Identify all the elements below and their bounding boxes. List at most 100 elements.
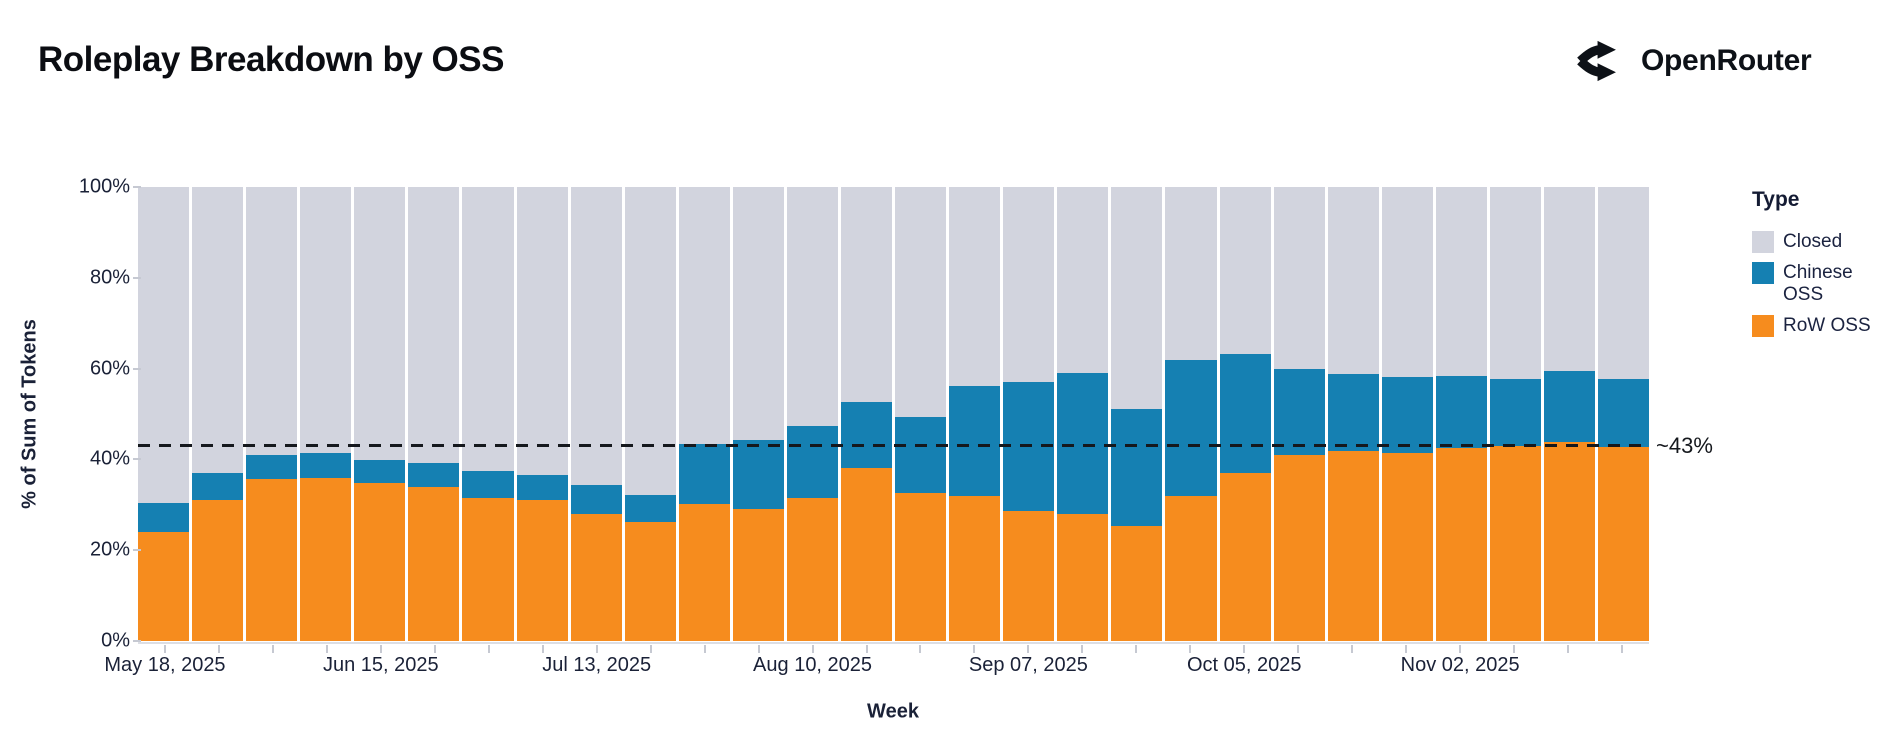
- bar-segment-closed: [138, 187, 190, 503]
- bar-segment-row-oss: [949, 496, 1001, 641]
- legend-item-chinese-oss: Chinese OSS: [1752, 262, 1878, 306]
- bar-week-sep-21-2025: [1111, 187, 1163, 641]
- bar-segment-closed: [732, 187, 784, 440]
- bar-segment-chinese-oss: [1111, 409, 1163, 526]
- legend-item-label: RoW OSS: [1783, 315, 1871, 336]
- bar-segment-row-oss: [678, 504, 730, 641]
- y-tick-label: 100%: [78, 175, 130, 198]
- x-tick: [487, 645, 490, 653]
- x-tick-label: Aug 10, 2025: [753, 654, 873, 676]
- bar-segment-closed: [1381, 187, 1433, 377]
- bar-segment-row-oss: [624, 522, 676, 641]
- bar-week-jul-06-2025: [516, 187, 568, 641]
- x-tick: [325, 645, 328, 653]
- bar-week-jun-29-2025: [462, 187, 514, 641]
- y-tick-label: 80%: [89, 266, 130, 289]
- bar-segment-chinese-oss: [516, 474, 568, 500]
- x-tick: [541, 645, 544, 653]
- bar-segment-closed: [1435, 187, 1487, 377]
- bar-segment-row-oss: [408, 486, 460, 641]
- plot-area: [138, 187, 1650, 641]
- bar-segment-row-oss: [1544, 441, 1596, 641]
- legend-title: Type: [1752, 188, 1800, 211]
- x-tick-label: Sep 07, 2025: [968, 654, 1088, 676]
- bar-segment-closed: [895, 187, 947, 418]
- bar-week-aug-03-2025: [732, 187, 784, 641]
- bar-week-oct-12-2025: [1273, 187, 1325, 641]
- bar-week-sep-07-2025: [1003, 187, 1055, 641]
- bar-segment-closed: [408, 187, 460, 464]
- x-tick-label: Jun 15, 2025: [323, 654, 439, 676]
- bar-segment-closed: [1219, 187, 1271, 355]
- bar-segment-chinese-oss: [1165, 360, 1217, 496]
- bar-segment-closed: [192, 187, 244, 474]
- x-tick: [865, 645, 868, 653]
- bar-segment-closed: [354, 187, 406, 460]
- bar-week-oct-19-2025: [1327, 187, 1379, 641]
- legend-item-label: Chinese OSS: [1783, 262, 1853, 305]
- bar-segment-row-oss: [516, 499, 568, 641]
- legend-swatch: [1752, 231, 1774, 253]
- x-tick-label: May 18, 2025: [104, 654, 226, 676]
- y-tick-label: 0%: [101, 629, 130, 652]
- bar-segment-row-oss: [1381, 453, 1433, 641]
- bar-week-aug-17-2025: [841, 187, 893, 641]
- bar-week-jul-13-2025: [570, 187, 622, 641]
- y-tick: [133, 367, 141, 370]
- x-tick: [1027, 645, 1030, 653]
- bar-segment-closed: [624, 187, 676, 495]
- bar-segment-closed: [1598, 187, 1650, 380]
- x-tick: [1297, 645, 1300, 653]
- legend-swatch: [1752, 315, 1774, 337]
- bar-week-jun-22-2025: [408, 187, 460, 641]
- bar-segment-chinese-oss: [732, 439, 784, 510]
- bar-segment-chinese-oss: [841, 402, 893, 469]
- bar-segment-closed: [462, 187, 514, 471]
- x-tick: [919, 645, 922, 653]
- y-tick-label: 60%: [89, 357, 130, 380]
- y-tick: [133, 549, 141, 552]
- bar-segment-row-oss: [732, 509, 784, 641]
- bar-segment-row-oss: [1219, 473, 1271, 641]
- bar-week-may-25-2025: [192, 187, 244, 641]
- x-tick: [811, 645, 814, 653]
- bar-segment-closed: [1273, 187, 1325, 370]
- bar-week-aug-10-2025: [786, 187, 839, 641]
- x-tick: [595, 645, 598, 653]
- x-tick: [757, 645, 760, 653]
- bar-week-nov-02-2025: [1435, 187, 1487, 641]
- bar-segment-closed: [1489, 187, 1542, 380]
- bar-segment-chinese-oss: [408, 463, 460, 487]
- bar-segment-chinese-oss: [1273, 369, 1325, 455]
- y-tick: [133, 276, 141, 279]
- bar-segment-chinese-oss: [624, 494, 676, 523]
- bar-segment-row-oss: [354, 482, 406, 641]
- x-tick: [973, 645, 976, 653]
- bar-segment-chinese-oss: [570, 485, 622, 514]
- bar-segment-row-oss: [246, 478, 298, 641]
- bar-segment-row-oss: [138, 532, 190, 641]
- legend-item-label: Closed: [1783, 231, 1843, 252]
- x-tick: [1513, 645, 1516, 653]
- y-tick: [133, 186, 141, 188]
- bar-segment-row-oss: [1273, 454, 1325, 641]
- bar-week-nov-16-2025: [1544, 187, 1596, 641]
- legend-item-closed: Closed: [1752, 231, 1878, 253]
- bar-week-oct-26-2025: [1381, 187, 1433, 641]
- x-tick: [163, 645, 166, 653]
- bar-segment-closed: [678, 187, 730, 444]
- bar-segment-chinese-oss: [1598, 379, 1650, 447]
- bar-segment-closed: [570, 187, 622, 486]
- bar-week-aug-31-2025: [949, 187, 1001, 641]
- x-tick-label: Nov 02, 2025: [1400, 654, 1520, 676]
- bar-segment-row-oss: [1003, 511, 1055, 641]
- bar-week-nov-09-2025: [1489, 187, 1542, 641]
- x-axis-line: [138, 642, 1649, 644]
- bar-week-sep-28-2025: [1165, 187, 1217, 641]
- x-tick: [217, 645, 220, 653]
- bar-segment-closed: [786, 187, 839, 426]
- bar-segment-chinese-oss: [300, 453, 352, 479]
- bar-week-jun-01-2025: [246, 187, 298, 641]
- bar-segment-row-oss: [1598, 446, 1650, 641]
